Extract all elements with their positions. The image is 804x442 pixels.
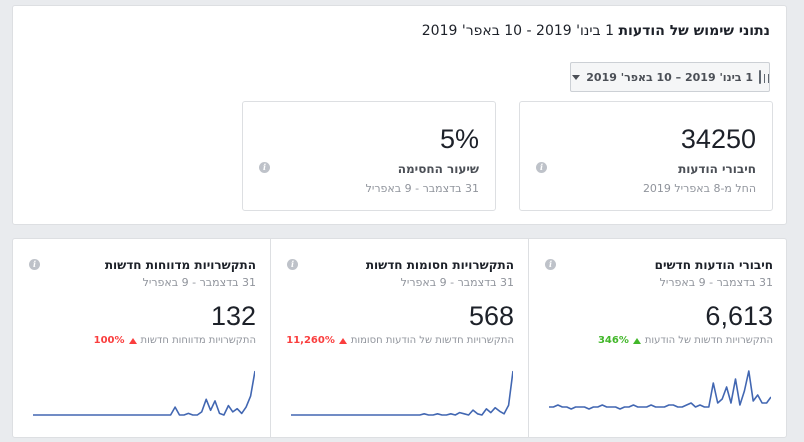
calendar-icon [759, 70, 765, 84]
sparkline [549, 370, 771, 410]
stat-value: 5% [439, 124, 479, 154]
stat-sub: 31 בדצמבר - 9 באפריל [365, 182, 479, 195]
metric-change: התקשרויות חדשות של הודעות חסומות 11,260% [286, 335, 514, 346]
usage-summary-panel: נתוני שימוש של הודעות 1 בינו' 2019 - 10 … [12, 5, 787, 225]
title-strong: נתוני שימוש של הודעות [618, 23, 770, 39]
sparkline-series [291, 370, 513, 416]
change-label: התקשרויות חדשות של הודעות חסומות [350, 335, 514, 346]
date-range-picker[interactable]: 1 בינו' 2019 – 10 באפר' 2019 [570, 62, 770, 92]
page-title: נתוני שימוש של הודעות 1 בינו' 2019 - 10 … [422, 23, 770, 39]
info-icon[interactable]: i [287, 259, 298, 270]
change-percent: 346% [597, 335, 629, 346]
metric-date: 31 בדצמבר - 9 באפריל [400, 276, 514, 289]
triangle-up-icon [338, 337, 347, 344]
metric-new-connections: חיבורי הודעות חדשים 31 בדצמבר - 9 באפריל… [529, 239, 787, 437]
change-label: התקשרויות מדווחות חדשות [140, 335, 256, 346]
title-range: 1 בינו' 2019 - 10 באפר' 2019 [421, 23, 615, 39]
metric-change: התקשרויות חדשות של הודעות 346% [598, 335, 773, 346]
metric-change: התקשרויות מדווחות חדשות 100% [94, 335, 256, 346]
stat-label: שיעור החסימה [397, 162, 479, 176]
change-percent: 100% [93, 335, 125, 346]
date-range-label: 1 בינו' 2019 – 10 באפר' 2019 [586, 70, 753, 84]
triangle-up-icon [632, 337, 641, 344]
sparkline-series [33, 370, 255, 416]
info-icon[interactable]: i [536, 162, 547, 173]
metric-date: 31 בדצמבר - 9 באפריל [142, 276, 256, 289]
stat-sub: החל מ-8 באפריל 2019 [642, 182, 756, 195]
info-icon[interactable]: i [545, 259, 556, 270]
sparkline [291, 370, 513, 416]
change-percent: 11,260% [286, 335, 335, 346]
stat-value: 34250 [680, 124, 756, 154]
triangle-up-icon [128, 337, 137, 344]
caret-down-icon [572, 74, 581, 80]
metric-title: התקשרויות מדווחות חדשות [104, 258, 256, 272]
metric-value: 132 [210, 301, 256, 331]
sparkline-series [549, 370, 771, 410]
stat-label: חיבורי הודעות [678, 162, 756, 176]
metric-blocked-connections: התקשרויות חסומות חדשות 31 בדצמבר - 9 באפ… [271, 239, 529, 437]
metrics-panel: חיבורי הודעות חדשים 31 בדצמבר - 9 באפריל… [12, 238, 787, 438]
change-label: התקשרויות חדשות של הודעות [644, 335, 773, 346]
metric-value: 6,613 [705, 301, 773, 331]
metric-title: חיבורי הודעות חדשים [654, 258, 773, 272]
sparkline [33, 370, 255, 416]
info-icon[interactable]: i [29, 259, 40, 270]
stat-card-block-rate: 5% שיעור החסימה 31 בדצמבר - 9 באפריל i [242, 101, 496, 211]
metric-title: התקשרויות חסומות חדשות [365, 258, 514, 272]
stat-card-message-connections: 34250 חיבורי הודעות החל מ-8 באפריל 2019 … [519, 101, 773, 211]
metric-date: 31 בדצמבר - 9 באפריל [659, 276, 773, 289]
info-icon[interactable]: i [259, 162, 270, 173]
metric-value: 568 [468, 301, 514, 331]
metric-reported-connections: התקשרויות מדווחות חדשות 31 בדצמבר - 9 בא… [13, 239, 271, 437]
